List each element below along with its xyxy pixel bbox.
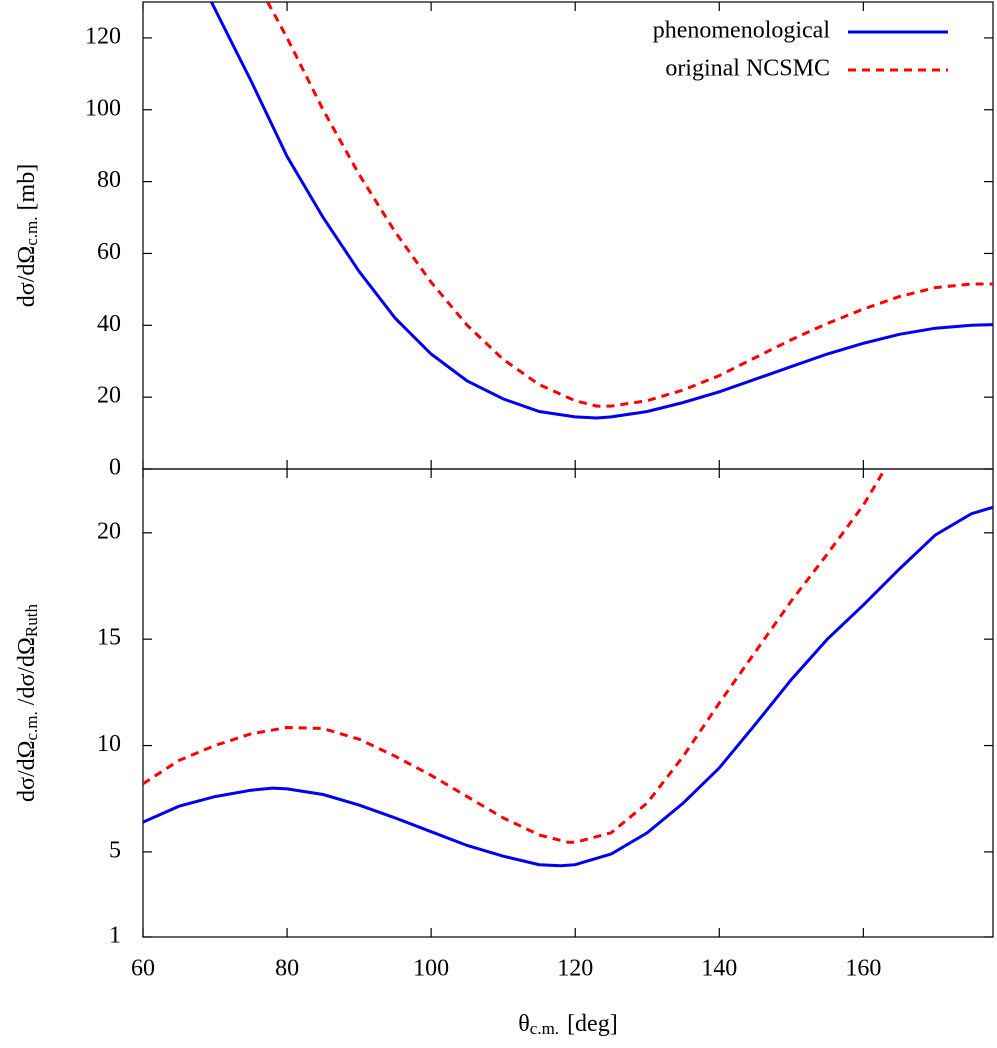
label-part: [mb]: [14, 164, 40, 211]
x-tick-label: 160: [845, 956, 881, 982]
y-axis-label: dσ/dΩc.m. [mb]: [14, 164, 42, 307]
x-tick-label: 80: [275, 956, 299, 982]
subscript: Ruth: [22, 604, 41, 638]
y-tick-label: 60: [97, 239, 121, 265]
y-tick-label: 20: [97, 383, 121, 409]
y-tick-label: 40: [97, 311, 121, 337]
legend-label: phenomenological: [653, 18, 831, 44]
plot-frame: [142, 468, 994, 938]
label-part: θ: [518, 1011, 530, 1037]
y-tick-label: 0: [109, 455, 121, 481]
y-tick-label: 100: [85, 95, 121, 121]
subscript: c.m.: [530, 1019, 559, 1038]
label-part: dσ/dΩ: [14, 246, 40, 307]
legend-label: original NCSMC: [665, 56, 830, 82]
x-tick-label: 60: [131, 956, 155, 982]
x-axis-label: θc.m. [deg]: [518, 1011, 617, 1039]
y-tick-label: 10: [97, 731, 121, 757]
y-tick-label: 1: [109, 923, 121, 949]
y-axis-label: dσ/dΩc.m. /dσ/dΩRuth: [14, 604, 42, 802]
y-tick-label: 15: [97, 625, 121, 651]
y-tick-label: 80: [97, 167, 121, 193]
series-line: [210, 2, 993, 420]
x-tick-label: 140: [701, 956, 737, 982]
label-part: [deg]: [567, 1011, 618, 1037]
series-line: [143, 505, 993, 868]
y-tick-label: 5: [109, 837, 121, 863]
label-part: dσ/dΩ: [14, 741, 40, 802]
series-line: [266, 2, 993, 408]
subscript: c.m.: [22, 216, 41, 245]
label-part: /dσ/dΩ: [14, 637, 40, 705]
series-line: [143, 469, 887, 844]
y-tick-label: 20: [97, 518, 121, 544]
subscript: c.m.: [22, 711, 41, 740]
y-tick-label: 120: [85, 23, 121, 49]
x-tick-label: 100: [413, 956, 449, 982]
x-tick-label: 120: [557, 956, 593, 982]
